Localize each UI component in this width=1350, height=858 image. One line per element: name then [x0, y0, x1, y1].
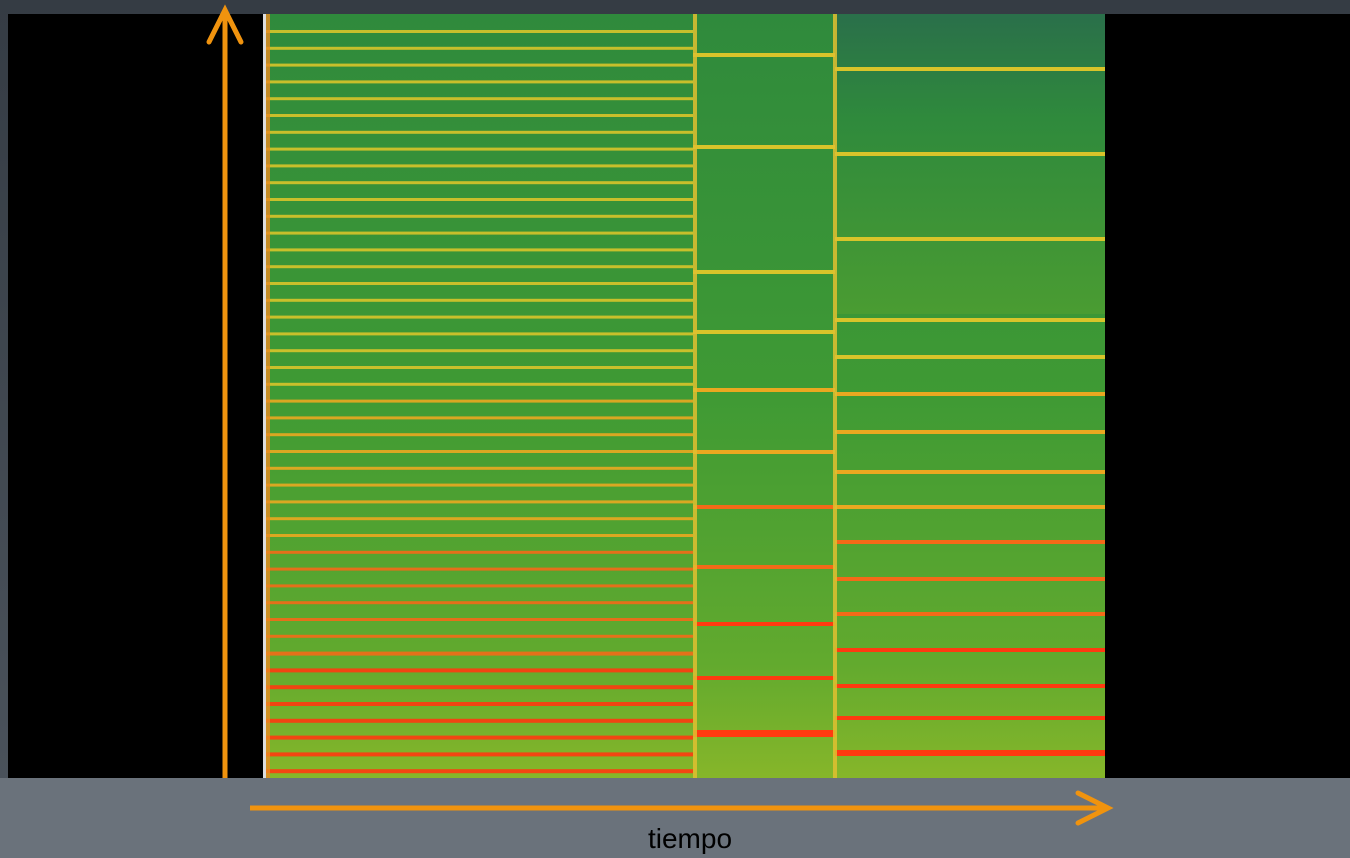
harmonic-line: [266, 399, 693, 403]
harmonic-line: [693, 450, 835, 454]
harmonic-line: [266, 382, 693, 386]
harmonic-line: [266, 147, 693, 151]
harmonic-line: [266, 466, 693, 470]
spectrogram: [263, 14, 1105, 778]
harmonic-line: [693, 565, 835, 569]
harmonic-line: [266, 718, 693, 723]
harmonic-line: [693, 270, 835, 274]
harmonic-line: [693, 622, 835, 626]
harmonic-line: [266, 702, 693, 706]
harmonic-line: [835, 684, 1105, 688]
harmonic-line: [266, 63, 693, 67]
harmonic-line: [693, 53, 835, 57]
harmonic-line: [266, 618, 693, 621]
harmonic-line: [835, 392, 1105, 396]
harmonic-line: [266, 181, 693, 185]
harmonic-line: [835, 237, 1105, 241]
harmonic-line: [693, 145, 835, 149]
harmonic-line: [266, 366, 693, 369]
harmonic-line: [266, 517, 693, 521]
x-arrow: [250, 790, 1114, 826]
harmonic-line: [266, 651, 693, 656]
harmonic-line: [835, 152, 1105, 156]
harmonic-line: [835, 540, 1105, 544]
harmonic-line: [266, 231, 693, 235]
harmonic-line: [266, 534, 693, 537]
onset-line: [693, 14, 697, 778]
harmonic-line: [835, 577, 1105, 581]
harmonic-line: [266, 315, 693, 319]
harmonic-line: [266, 567, 693, 571]
harmonic-line: [266, 248, 693, 252]
harmonic-line: [835, 355, 1105, 359]
harmonic-line: [266, 685, 693, 690]
harmonic-line: [266, 298, 693, 302]
harmonic-line: [266, 265, 693, 269]
bottom-band: [0, 778, 1350, 858]
y-arrow-head: [206, 4, 244, 45]
harmonic-line: [266, 735, 693, 740]
harmonic-line: [835, 318, 1105, 322]
harmonic-line: [266, 550, 693, 554]
harmonic-line: [835, 612, 1105, 616]
harmonic-line: [266, 30, 693, 33]
y-axis-label: frecuencia: [25, 348, 155, 379]
harmonic-line: [835, 648, 1105, 652]
harmonic-line: [266, 214, 693, 218]
y-arrow: [206, 4, 244, 778]
harmonic-line: [266, 130, 693, 134]
harmonic-line: [266, 450, 693, 453]
harmonic-line: [266, 332, 693, 336]
harmonic-line: [266, 80, 693, 84]
harmonic-line: [693, 330, 835, 334]
harmonic-line: [835, 750, 1105, 756]
harmonic-line: [693, 505, 835, 509]
harmonic-line: [835, 430, 1105, 434]
harmonic-line: [266, 97, 693, 101]
harmonic-line: [266, 500, 693, 504]
harmonic-line: [266, 164, 693, 168]
x-axis-label: tiempo: [648, 823, 732, 854]
harmonic-line: [266, 416, 693, 420]
harmonic-line: [835, 470, 1105, 474]
spectrogram-edge: [263, 14, 266, 778]
harmonic-line: [693, 388, 835, 392]
onset-line: [833, 14, 837, 778]
onset-line: [266, 14, 270, 778]
harmonic-line: [266, 601, 693, 605]
harmonic-line: [266, 634, 693, 638]
spectrogram-dark-region: [835, 14, 1105, 314]
harmonic-line: [266, 668, 693, 673]
harmonic-line: [266, 584, 693, 588]
harmonic-line: [266, 349, 693, 353]
harmonic-line: [266, 433, 693, 437]
harmonic-line: [266, 282, 693, 285]
harmonic-line: [693, 676, 835, 680]
harmonic-line: [266, 483, 693, 487]
harmonic-line: [835, 505, 1105, 509]
x-arrow-head: [1075, 790, 1114, 826]
harmonic-line: [266, 46, 693, 50]
harmonic-line: [266, 114, 693, 117]
harmonic-line: [835, 716, 1105, 720]
harmonic-line: [266, 198, 693, 201]
harmonic-line: [266, 752, 693, 757]
harmonic-line: [266, 769, 693, 774]
harmonic-line: [693, 730, 835, 737]
harmonic-line: [835, 67, 1105, 71]
